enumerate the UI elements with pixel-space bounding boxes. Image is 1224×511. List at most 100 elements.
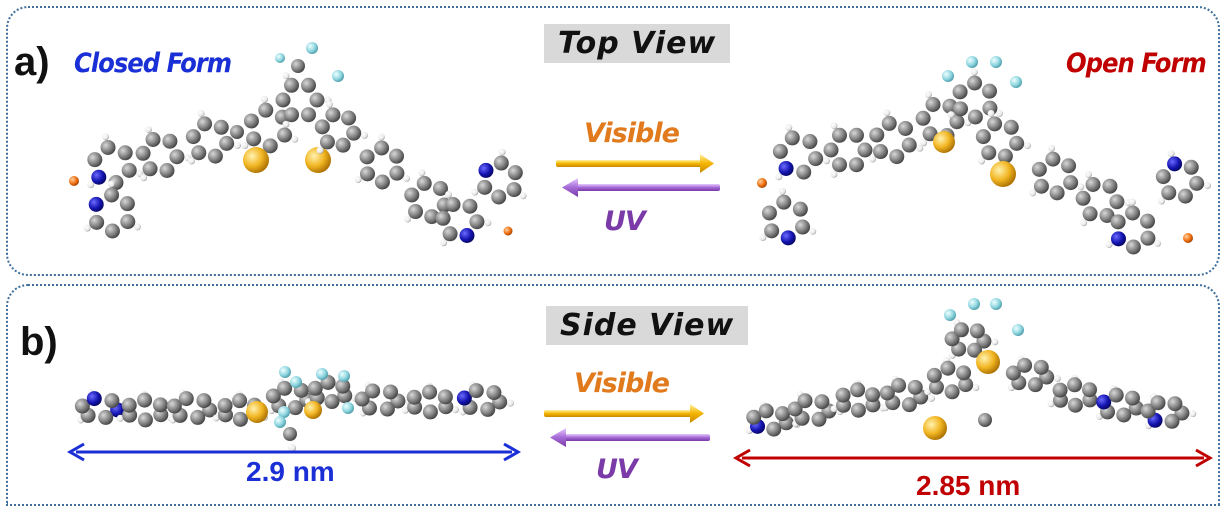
carbon-atom: [1140, 230, 1156, 246]
carbon-atom: [1110, 214, 1126, 230]
hydrogen-atom: [282, 72, 290, 80]
carbon-atom: [1108, 387, 1124, 403]
carbon-atom: [406, 389, 422, 405]
carbon-atom: [832, 157, 847, 173]
hydrogen-atom: [498, 148, 506, 156]
hydrogen-atom: [924, 90, 932, 98]
carbon-atom: [462, 198, 478, 214]
carbon-atom: [926, 367, 942, 383]
carbon-atom: [1125, 205, 1141, 221]
carbon-atom: [944, 331, 960, 347]
carbon-atom: [262, 138, 278, 154]
carbon-atom: [901, 137, 917, 153]
carbon-atom: [341, 110, 357, 126]
hydrogen-atom: [107, 180, 115, 188]
carbon-atom: [121, 162, 137, 178]
carbon-atom: [422, 404, 438, 420]
carbon-atom: [969, 323, 985, 339]
top-view-title: Top View: [544, 24, 731, 63]
hydrogen-atom: [418, 169, 426, 177]
carbon-atom: [408, 204, 424, 220]
nitrogen-atom: [1096, 394, 1112, 410]
fluorine-atom: [316, 368, 328, 380]
carbon-atom: [319, 134, 335, 150]
fluorine-atom: [306, 42, 318, 54]
hydrogen-atom: [401, 406, 409, 414]
hydrogen-atom: [197, 109, 205, 117]
carbon-atom: [1045, 151, 1061, 167]
nitrogen-atom: [780, 230, 796, 246]
carbon-atom: [374, 174, 390, 190]
hydrogen-atom: [1128, 198, 1136, 206]
carbon-atom: [1177, 188, 1193, 204]
carbon-atom: [190, 409, 206, 425]
carbon-atom: [774, 406, 790, 422]
carbon-atom: [359, 149, 375, 165]
carbon-atom: [952, 84, 968, 100]
carbon-atom: [865, 387, 881, 403]
carbon-atom: [1017, 357, 1033, 373]
carbon-atom: [1005, 365, 1021, 381]
fluorine-atom: [275, 53, 285, 63]
hydrogen-atom: [325, 100, 333, 108]
sulfur-atom: [923, 416, 947, 440]
carbon-atom: [1124, 390, 1140, 406]
carbon-atom: [307, 380, 323, 396]
fluorine-atom: [290, 376, 302, 388]
carbon-atom: [772, 143, 788, 159]
carbon-atom: [787, 401, 803, 417]
carbon-atom: [104, 393, 120, 409]
hydrogen-atom: [883, 109, 891, 117]
carbon-atom: [889, 149, 905, 165]
hydrogen-atom: [1084, 170, 1092, 178]
carbon-atom: [445, 197, 461, 213]
carbon-atom: [230, 125, 244, 139]
hydrogen-atom: [377, 133, 385, 141]
carbon-atom: [243, 113, 259, 129]
carbon-atom: [404, 187, 420, 203]
carbon-atom: [802, 134, 818, 150]
hydrogen-atom: [759, 233, 767, 241]
fluorine-atom: [990, 298, 1002, 310]
carbon-atom: [120, 214, 136, 230]
carbon-atom: [291, 59, 305, 73]
carbon-atom: [1161, 185, 1177, 201]
carbon-atom: [389, 165, 405, 181]
nitrogen-atom: [478, 162, 494, 178]
side-view-title: Side View: [546, 306, 749, 345]
carbon-atom: [435, 210, 451, 226]
hydrogen-atom: [809, 227, 817, 235]
carbon-atom: [967, 109, 983, 125]
hydrogen-atom: [947, 111, 955, 119]
carbon-atom: [881, 115, 897, 131]
carbon-atom: [480, 401, 496, 417]
hydrogen-atom: [1080, 219, 1088, 227]
carbon-atom: [219, 135, 235, 151]
carbon-atom: [87, 152, 103, 168]
fluorine-atom: [274, 416, 286, 428]
carbon-atom: [422, 384, 438, 400]
hydrogen-atom: [775, 173, 783, 181]
fluorine-atom: [1010, 76, 1022, 88]
hydrogen-atom: [1154, 239, 1162, 247]
carbon-atom: [379, 401, 395, 417]
carbon-atom: [442, 226, 458, 242]
hydrogen-atom: [212, 414, 220, 422]
panel-a-frame: [6, 6, 1220, 276]
hydrogen-atom: [116, 414, 124, 422]
hydrogen-atom: [187, 157, 195, 165]
hydrogen-atom: [288, 444, 296, 452]
panel-b-label: b): [20, 320, 58, 364]
nitrogen-atom: [778, 160, 794, 176]
carbon-atom: [764, 223, 780, 239]
carbon-atom: [746, 409, 762, 425]
closed-form-label: Closed Form: [74, 48, 232, 79]
uv-arrow-b: [550, 428, 710, 447]
carbon-atom: [169, 149, 185, 165]
hydrogen-atom: [1048, 144, 1056, 152]
fluorine-atom: [332, 70, 344, 82]
uv-arrow-a: [562, 178, 720, 197]
carbon-atom: [1164, 413, 1180, 429]
ion-marker: [757, 178, 767, 188]
closed-length-arrow: [66, 442, 522, 462]
